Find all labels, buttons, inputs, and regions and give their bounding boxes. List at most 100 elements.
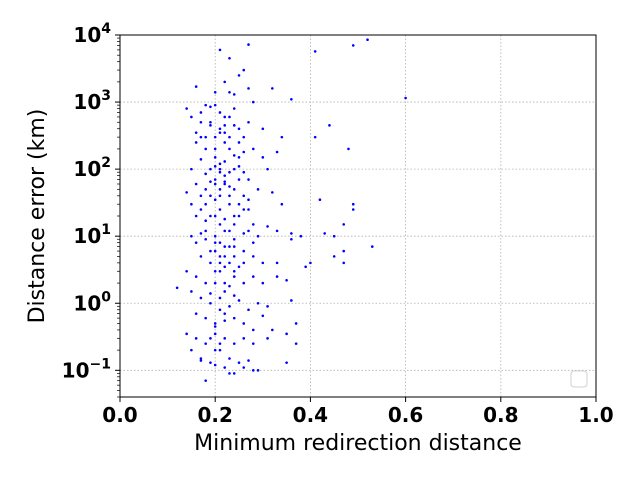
data-point <box>290 299 293 302</box>
data-point <box>237 74 241 77</box>
data-point <box>213 90 217 94</box>
data-point <box>242 208 246 211</box>
x-tick-label: 0.4 <box>293 403 328 427</box>
data-point <box>232 342 236 345</box>
data-point <box>204 342 207 345</box>
data-point <box>223 290 227 293</box>
data-point <box>213 234 217 238</box>
data-point <box>232 154 236 157</box>
data-point <box>223 265 227 269</box>
data-point <box>223 131 227 134</box>
data-point <box>332 255 336 258</box>
data-point <box>242 261 246 265</box>
data-point <box>209 105 212 109</box>
data-point <box>213 249 217 253</box>
data-point <box>304 265 307 269</box>
data-point <box>223 141 227 144</box>
data-point <box>223 182 227 186</box>
data-point <box>218 131 222 134</box>
data-point <box>218 194 222 198</box>
data-point <box>223 115 227 119</box>
data-point <box>209 337 212 340</box>
data-point <box>313 135 317 139</box>
data-point <box>223 366 227 369</box>
data-point <box>294 342 298 345</box>
data-point <box>285 361 288 364</box>
data-point <box>204 135 207 139</box>
data-point <box>256 301 260 305</box>
data-point <box>209 120 212 124</box>
data-point <box>209 167 212 171</box>
data-point <box>190 348 193 352</box>
data-point <box>232 93 236 96</box>
data-point <box>232 372 236 375</box>
data-point <box>223 229 227 233</box>
data-point <box>251 275 255 278</box>
data-point <box>237 165 241 168</box>
data-point <box>228 284 231 288</box>
data-point <box>223 174 227 177</box>
x-tick-label: 0.8 <box>483 403 518 427</box>
data-point <box>218 127 222 131</box>
data-point <box>342 249 346 253</box>
data-point <box>237 127 241 131</box>
data-point <box>242 366 246 369</box>
data-point <box>266 305 269 308</box>
data-point <box>251 100 255 104</box>
data-point <box>332 234 336 238</box>
data-point <box>218 308 222 312</box>
data-point <box>251 328 255 332</box>
x-tick-label: 1.0 <box>578 403 613 427</box>
data-point <box>213 178 217 181</box>
data-point <box>204 281 207 285</box>
data-point <box>251 342 255 345</box>
data-point <box>228 202 231 206</box>
data-point <box>199 255 203 258</box>
data-point <box>242 150 246 154</box>
data-point <box>256 369 260 372</box>
y-tick-label: 102 <box>73 155 111 181</box>
x-tick-label: 0.6 <box>388 403 423 427</box>
data-point <box>309 261 312 265</box>
data-point <box>232 237 236 241</box>
y-tick-label: 10−1 <box>62 356 111 382</box>
data-point <box>351 208 355 211</box>
data-point <box>223 255 227 258</box>
data-point <box>232 223 236 226</box>
data-point <box>247 178 250 181</box>
data-point <box>242 249 246 253</box>
data-point <box>204 188 207 191</box>
data-point <box>261 127 265 131</box>
x-tick-label: 0.0 <box>102 403 137 427</box>
data-point <box>247 43 250 46</box>
data-point <box>223 245 227 248</box>
data-point <box>194 275 198 278</box>
data-point <box>228 245 231 248</box>
data-point <box>199 208 203 211</box>
data-point <box>290 232 293 235</box>
data-point <box>232 245 236 248</box>
data-point <box>194 141 198 144</box>
data-point <box>232 214 236 218</box>
data-point <box>194 214 198 218</box>
data-point <box>204 316 207 320</box>
data-point <box>228 305 231 308</box>
data-point <box>213 198 217 202</box>
data-point <box>242 232 246 235</box>
data-point <box>209 214 212 218</box>
data-point <box>185 191 188 194</box>
data-point <box>190 234 193 238</box>
data-point <box>199 232 203 235</box>
data-point <box>199 158 203 161</box>
data-point <box>209 301 212 305</box>
data-point <box>299 234 303 238</box>
data-point <box>213 165 217 168</box>
data-point <box>242 322 246 325</box>
data-point <box>209 124 212 127</box>
data-point <box>271 87 274 90</box>
data-point <box>218 162 222 166</box>
data-point <box>271 191 274 194</box>
data-point <box>232 167 236 171</box>
data-point <box>213 214 217 218</box>
data-point <box>261 156 265 159</box>
